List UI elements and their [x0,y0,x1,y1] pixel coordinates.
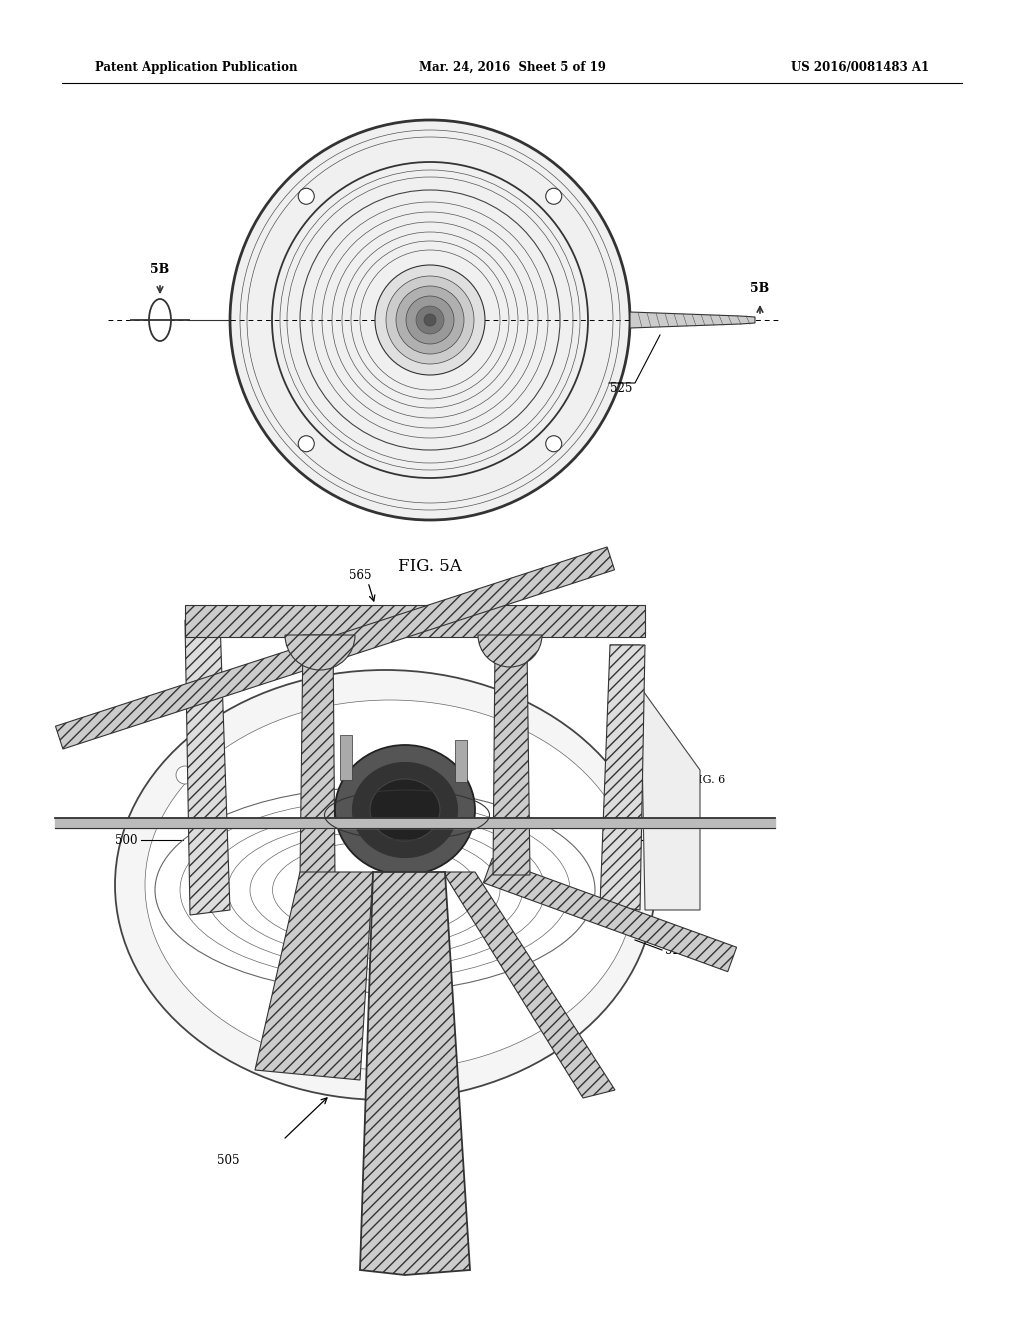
Polygon shape [483,858,736,972]
Text: 5B: 5B [151,263,170,276]
Polygon shape [255,873,373,1080]
Circle shape [406,296,454,345]
Text: SEE FIG. 6: SEE FIG. 6 [663,775,725,785]
Text: US 2016/0081483 A1: US 2016/0081483 A1 [791,61,929,74]
Text: 565: 565 [349,569,372,582]
Wedge shape [285,635,355,671]
Text: Mar. 24, 2016  Sheet 5 of 19: Mar. 24, 2016 Sheet 5 of 19 [419,61,605,74]
Circle shape [546,436,562,451]
Circle shape [375,265,485,375]
Polygon shape [360,873,470,1275]
Text: 525: 525 [665,944,687,957]
Polygon shape [600,645,645,909]
Polygon shape [493,645,530,875]
Circle shape [298,436,314,451]
Polygon shape [55,546,614,748]
Circle shape [416,306,444,334]
Text: FIG. 5A: FIG. 5A [398,558,462,576]
Text: 5B: 5B [751,282,770,294]
Text: 505: 505 [217,1154,240,1167]
Text: 525: 525 [610,381,633,395]
Ellipse shape [352,763,458,858]
Ellipse shape [145,700,635,1071]
Polygon shape [443,873,615,1098]
Polygon shape [300,635,335,878]
Wedge shape [478,635,542,667]
Circle shape [546,189,562,205]
Text: 500: 500 [115,833,137,846]
Text: Patent Application Publication: Patent Application Publication [95,61,298,74]
Polygon shape [630,312,755,327]
Circle shape [424,314,436,326]
Ellipse shape [150,300,171,341]
Circle shape [386,276,474,364]
Ellipse shape [335,744,475,875]
FancyBboxPatch shape [455,741,467,781]
Text: 515: 515 [663,813,685,826]
FancyBboxPatch shape [185,605,645,638]
Text: 510: 510 [663,833,685,846]
Ellipse shape [370,779,440,841]
Circle shape [298,189,314,205]
Circle shape [230,120,630,520]
FancyBboxPatch shape [340,735,352,780]
Circle shape [176,766,194,784]
Ellipse shape [115,671,655,1100]
Circle shape [396,286,464,354]
Polygon shape [610,645,700,909]
Polygon shape [185,620,230,915]
